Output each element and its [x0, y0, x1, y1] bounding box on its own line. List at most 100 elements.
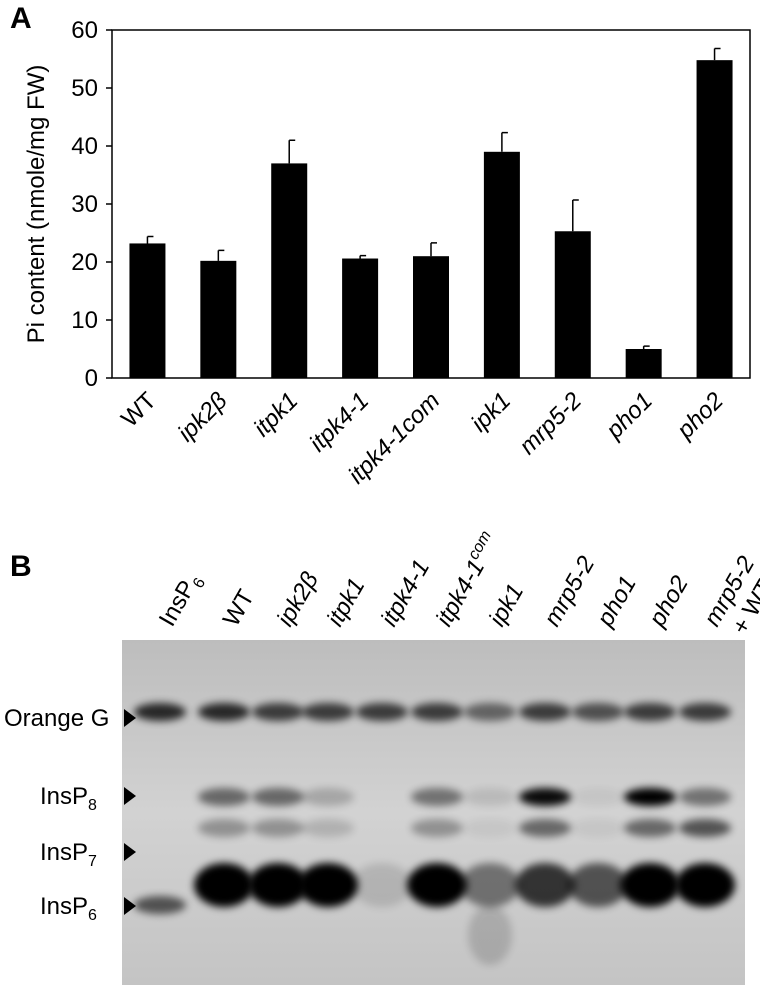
y-tick-label: 20 — [71, 249, 98, 276]
label-part: 7 — [88, 853, 97, 870]
gel-band — [252, 819, 304, 837]
error-bar — [713, 47, 721, 61]
marker-label: InsP7 — [40, 839, 97, 870]
label-part: Orange G — [4, 705, 109, 732]
gel-band — [572, 703, 624, 721]
bar — [696, 60, 733, 378]
lane-label: InsP6 — [154, 568, 209, 633]
gel-band — [675, 863, 735, 907]
gel-band — [356, 703, 408, 721]
gel-smear — [468, 905, 512, 965]
error-bar — [146, 235, 154, 244]
bar — [413, 256, 449, 378]
label-part: mrp5-2 — [539, 552, 600, 631]
panel-label: A — [10, 2, 32, 35]
label-part: InsP — [40, 783, 88, 810]
bar — [625, 349, 662, 378]
gel-band — [572, 788, 624, 806]
label-part: WT — [218, 585, 260, 631]
lane-label: mrp5-2 — [539, 552, 600, 631]
marker-label: Orange G — [4, 705, 109, 732]
bar — [342, 258, 379, 378]
bar — [483, 151, 520, 378]
gel-band — [620, 863, 680, 907]
panel-label: B — [10, 550, 32, 583]
gel-band — [624, 819, 676, 837]
error-bar — [572, 199, 579, 232]
gel-band — [624, 788, 676, 806]
error-bar — [217, 249, 225, 261]
gel-band — [519, 703, 571, 721]
bar — [271, 163, 308, 378]
label-part: com — [465, 528, 495, 563]
gel-band — [411, 819, 463, 837]
gel-band — [302, 788, 354, 806]
bar — [129, 243, 166, 378]
gel-band — [572, 819, 624, 837]
lane-label: pho1 — [591, 571, 642, 632]
gel-band — [679, 788, 731, 806]
gel-band — [352, 863, 412, 907]
marker-label: InsP6 — [40, 893, 97, 924]
x-tick-label: WT — [116, 387, 162, 433]
lane-label: itpk4-1 — [376, 555, 435, 631]
gel-band — [407, 863, 467, 907]
gel-band — [198, 819, 250, 837]
gel-band — [134, 896, 186, 914]
x-tick-label: ipk1 — [466, 387, 516, 437]
gel-band — [464, 819, 516, 837]
gel-band — [194, 863, 254, 907]
gel-band — [198, 788, 250, 806]
gel-band — [298, 863, 358, 907]
gel-band — [624, 703, 676, 721]
gel-band — [411, 703, 463, 721]
label-part: 6 — [88, 907, 97, 924]
label-part: InsP — [40, 893, 88, 920]
label-part: itpk4-1 — [431, 555, 490, 631]
gel-band — [302, 819, 354, 837]
y-tick-label: 50 — [71, 75, 98, 102]
gel-band — [134, 703, 186, 721]
label-part: ipk2β — [272, 567, 324, 631]
y-tick-label: 40 — [71, 133, 98, 160]
gel-band — [460, 863, 520, 907]
marker-label: InsP8 — [40, 783, 97, 814]
x-tick-label: pho2 — [671, 387, 729, 445]
gel-band — [679, 819, 731, 837]
lane-label: ipk2β — [272, 567, 324, 631]
y-tick-label: 10 — [71, 307, 98, 334]
gel-band — [464, 788, 516, 806]
label-part: ipk1 — [484, 579, 529, 631]
bar — [200, 260, 237, 378]
label-part: InsP — [40, 839, 88, 866]
marker-arrow — [124, 709, 136, 727]
x-tick-label: itpk1 — [249, 387, 304, 442]
error-bar — [288, 139, 296, 164]
y-tick-label: 60 — [71, 17, 98, 44]
label-part: 8 — [88, 797, 97, 814]
y-tick-label: 30 — [71, 191, 98, 218]
error-bar — [359, 254, 367, 259]
marker-arrow — [124, 787, 136, 805]
gel-band — [519, 788, 571, 806]
gel-band — [568, 863, 628, 907]
bar — [554, 231, 591, 378]
lane-label: itpk1 — [322, 574, 371, 631]
x-tick-label: mrp5-2 — [514, 387, 587, 460]
marker-arrow — [124, 843, 136, 861]
gel-band — [252, 703, 304, 721]
y-axis-label: Pi content (nmole/mg FW) — [23, 65, 50, 344]
x-tick-label: itpk4-1 — [304, 387, 374, 457]
x-tick-label: ipk2β — [173, 387, 233, 447]
error-bar — [642, 345, 650, 349]
lane-label: ipk1 — [484, 579, 529, 631]
label-part: pho1 — [591, 571, 642, 632]
label-part: itpk1 — [322, 574, 371, 631]
gel-band — [411, 788, 463, 806]
gel-band — [252, 788, 304, 806]
gel-band — [464, 703, 516, 721]
gel-band — [679, 703, 731, 721]
marker-arrow — [124, 897, 136, 915]
gel-background — [122, 640, 745, 985]
